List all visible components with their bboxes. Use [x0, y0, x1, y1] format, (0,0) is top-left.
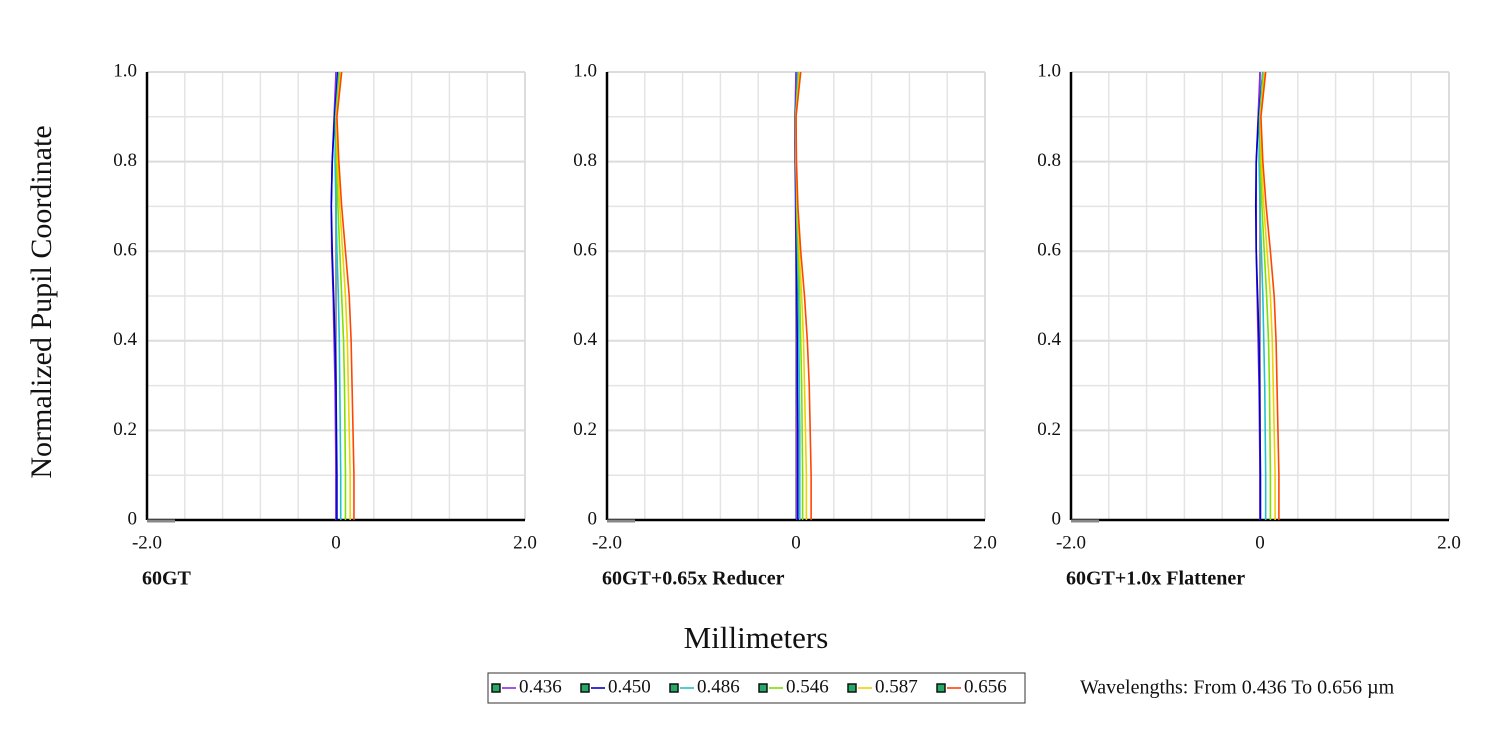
y-tick-label: 0.4: [573, 329, 597, 350]
legend-checkbox: [580, 683, 590, 693]
legend-label: 0.656: [964, 676, 1007, 697]
legend-box: [487, 672, 1026, 704]
x-tick-label: -2.0: [1056, 532, 1086, 553]
note: Wavelengths: From 0.436 To 0.656 µm: [1080, 677, 1395, 699]
legend-label: 0.546: [786, 676, 829, 697]
series-line: [1259, 71, 1276, 520]
x-tick-label: 0: [1255, 532, 1265, 553]
series-line: [330, 71, 339, 520]
y-tick-label: 0.8: [1037, 150, 1061, 171]
y-tick-label: 1.0: [573, 60, 597, 81]
legend-checkbox: [936, 683, 946, 693]
legend-checkbox: [491, 683, 501, 693]
series-line: [335, 71, 351, 520]
y-tick-label: 0.4: [113, 329, 137, 350]
x-tick-label: -2.0: [592, 532, 622, 553]
x-tick-label: 0: [331, 532, 341, 553]
y-tick-label: 0.4: [1037, 329, 1061, 350]
y-tick-label: 1.0: [113, 60, 137, 81]
legend-checkbox: [847, 683, 857, 693]
series-line: [1258, 71, 1267, 520]
x-tick-label: -2.0: [132, 532, 162, 553]
legend-label: 0.587: [875, 676, 918, 697]
panel-title: 60GT+1.0x Flattener: [1066, 568, 1245, 590]
y-tick-label: 0.8: [113, 150, 137, 171]
y-tick-label: 0.2: [573, 419, 597, 440]
legend-label: 0.486: [697, 676, 740, 697]
x-tick-label: 2.0: [1437, 532, 1461, 553]
x-axis-label: Millimeters: [684, 620, 829, 655]
y-axis-label: Normalized Pupil Coordinate: [25, 125, 58, 478]
legend-checkbox: [669, 683, 679, 693]
legend-label: 0.450: [608, 676, 651, 697]
series-line: [336, 71, 355, 520]
y-tick-label: 0.6: [113, 240, 137, 261]
y-tick-label: 0: [128, 508, 138, 529]
y-tick-label: 0.2: [1037, 419, 1061, 440]
y-tick-label: 0: [588, 508, 598, 529]
y-tick-label: 0.6: [573, 240, 597, 261]
series-line: [1254, 71, 1264, 520]
x-tick-label: 2.0: [513, 532, 537, 553]
y-tick-label: 0.6: [1037, 240, 1061, 261]
y-tick-label: 1.0: [1037, 60, 1061, 81]
series-line: [795, 71, 812, 520]
x-tick-label: 0: [791, 532, 801, 553]
y-tick-label: 0: [1052, 508, 1062, 529]
panel-title: 60GT: [142, 568, 192, 590]
series-line: [334, 71, 342, 520]
series-line: [1260, 71, 1280, 520]
x-tick-label: 2.0: [973, 532, 997, 553]
panel-title: 60GT+0.65x Reducer: [602, 568, 785, 590]
y-tick-label: 0.8: [573, 150, 597, 171]
y-tick-label: 0.2: [113, 419, 137, 440]
legend-checkbox: [758, 683, 768, 693]
legend-label: 0.436: [519, 676, 562, 697]
